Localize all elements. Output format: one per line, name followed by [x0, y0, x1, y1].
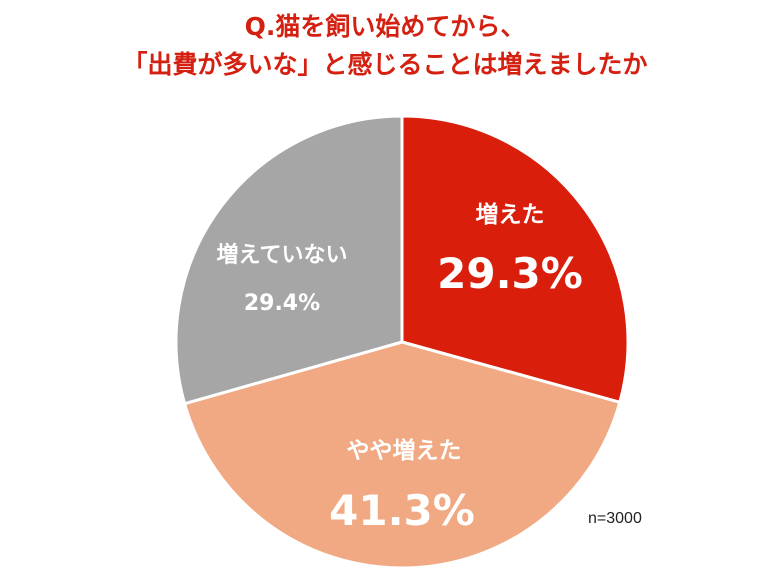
sample-size-note: n=3000: [588, 510, 642, 527]
slice-value-not-increased: 29.4%: [244, 291, 320, 316]
chart-title: Q.猫を飼い始めてから、 「出費が多いな」と感じることは増えましたか: [0, 8, 770, 84]
chart-title-line-1: Q.猫を飼い始めてから、: [244, 12, 526, 41]
pie-slice-not-increased: [174, 114, 404, 406]
slice-value-somewhat-increased: 41.3%: [329, 486, 475, 535]
pie-slice-increased: [400, 114, 630, 404]
slice-label-somewhat-increased: やや増えた: [347, 437, 462, 464]
chart-title-line-2: 「出費が多いな」と感じることは増えましたか: [122, 50, 648, 79]
slice-label-increased: 増えた: [476, 201, 545, 228]
slice-value-increased: 29.3%: [437, 249, 583, 298]
slice-label-not-increased: 増えていない: [217, 242, 348, 268]
pie-slices: [174, 114, 630, 570]
pie-slice-somewhat-increased: [183, 340, 622, 570]
pie-labels: 増えた 29.3% やや増えた 41.3% 増えていない 29.4%: [217, 201, 583, 535]
